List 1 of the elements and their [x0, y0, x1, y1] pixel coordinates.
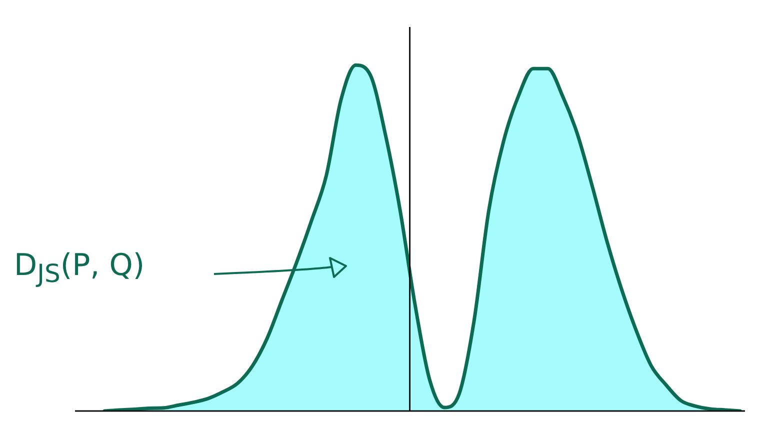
annotation: D$_{JS}$(P, Q) — [14, 248, 145, 288]
